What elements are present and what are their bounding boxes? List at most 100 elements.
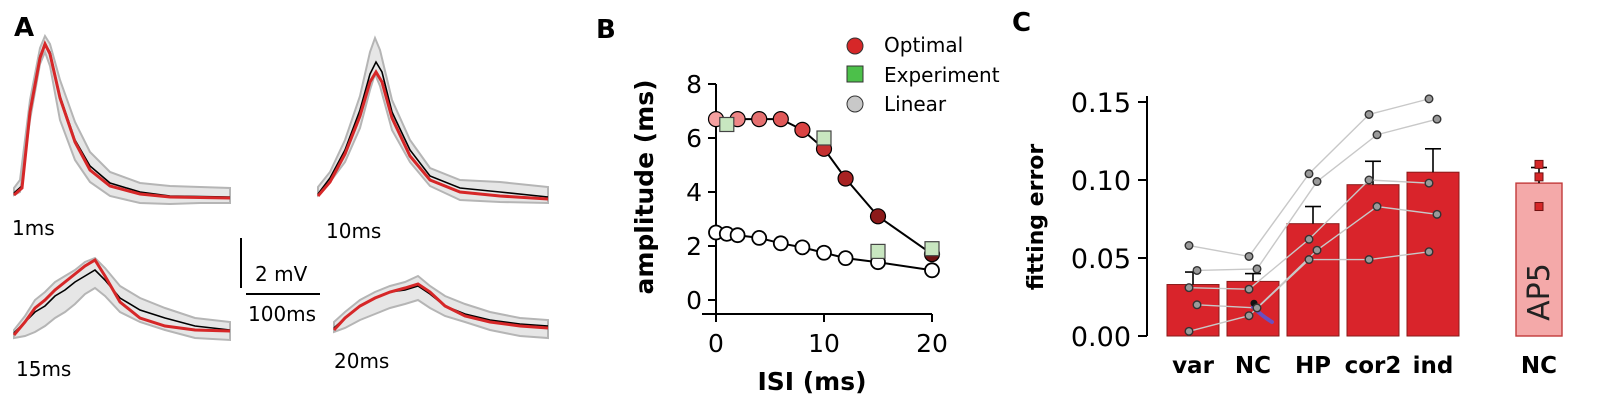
y-tick-label: 0 <box>686 286 702 315</box>
point-experiment <box>924 241 940 257</box>
paired-line <box>1316 134 1378 183</box>
point-linear <box>751 229 768 246</box>
paired-line <box>1308 113 1370 175</box>
y-tick-label: 0.10 <box>1071 166 1131 197</box>
category-label-ap5-nc: NC <box>1521 353 1557 379</box>
y-tick-label: 8 <box>686 70 702 99</box>
data-point <box>1312 177 1322 187</box>
data-point <box>1372 202 1382 212</box>
panel-b-axes: 0 2 4 6 8 0 10 20 <box>686 70 948 358</box>
panel-b-legend: Optimal Experiment Linear <box>846 33 1000 116</box>
point-linear <box>772 235 789 252</box>
paired-line <box>1188 244 1250 258</box>
trace-fit <box>316 69 549 201</box>
paired-line <box>1376 205 1438 216</box>
trace-15ms: 15ms <box>12 256 231 381</box>
paired-line <box>1248 173 1310 257</box>
paired-line <box>1256 181 1318 270</box>
ap5-label: AP5 <box>1522 263 1557 321</box>
legend-marker-optimal <box>846 37 864 55</box>
trace-mean <box>13 268 231 334</box>
paired-line <box>1368 251 1430 261</box>
data-point <box>1244 284 1254 294</box>
data-point <box>1252 303 1262 313</box>
data-point <box>1424 94 1434 104</box>
bar-HP <box>1286 223 1340 337</box>
trace-label-20ms: 20ms <box>334 349 389 373</box>
category-label-HP: HP <box>1295 353 1331 379</box>
y-tick-label: 0.15 <box>1071 88 1131 119</box>
data-point <box>1424 178 1434 188</box>
y-tick-label: 4 <box>686 178 702 207</box>
data-point <box>1252 264 1262 274</box>
y-tick-label: 2 <box>686 232 702 261</box>
panel-b-ylabel: amplitude (ms) <box>630 79 659 294</box>
data-point <box>1184 241 1194 251</box>
bar-var <box>1166 284 1220 337</box>
data-point <box>1364 175 1374 185</box>
y-tick-label: 6 <box>686 124 702 153</box>
trace-band <box>13 33 231 206</box>
category-label-var: var <box>1172 353 1215 379</box>
trace-label-1ms: 1ms <box>12 216 55 240</box>
trace-band <box>333 274 549 340</box>
category-label-cor2: cor2 <box>1345 353 1402 379</box>
data-point <box>1192 300 1202 310</box>
paired-line <box>1368 179 1430 184</box>
point-optimal <box>751 110 768 128</box>
point-experiment <box>719 116 735 133</box>
data-point <box>1244 251 1254 261</box>
point-linear <box>837 250 854 267</box>
point-experiment <box>816 130 832 146</box>
legend-marker-linear <box>846 95 864 113</box>
x-tick-label: 20 <box>916 329 948 358</box>
trace-fit <box>332 282 549 332</box>
point-linear <box>729 227 746 244</box>
data-point <box>1184 326 1194 336</box>
point-linear <box>924 262 940 279</box>
data-point-ap5 <box>1534 202 1544 212</box>
data-point <box>1432 114 1442 124</box>
trace-label-10ms: 10ms <box>326 219 381 243</box>
paired-line <box>1376 118 1438 136</box>
point-optimal <box>869 208 887 225</box>
panel-c-marks: var NC HP cor2 ind AP5 NC <box>1166 94 1563 379</box>
y-tick-label: 0.05 <box>1071 244 1131 275</box>
data-point-ap5 <box>1534 159 1544 169</box>
panel-c-ylabel: fitting error <box>1024 144 1049 291</box>
data-point <box>1192 265 1202 275</box>
point-experiment <box>870 243 886 259</box>
data-point <box>1304 234 1314 244</box>
paired-line <box>1308 179 1370 240</box>
panel-c-chart: 0.00 0.05 0.10 0.15 var NC HP cor2 ind AP5 NC fit… <box>1024 88 1563 379</box>
paired-line <box>1196 304 1258 309</box>
legend-label-linear: Linear <box>884 92 947 116</box>
y-tick-label: 0.00 <box>1071 322 1131 353</box>
point-linear <box>794 239 811 256</box>
legend-label-optimal: Optimal <box>884 33 963 57</box>
point-optimal <box>772 110 789 128</box>
scale-bar: 2 mV 100ms <box>240 238 320 326</box>
trace-10ms: 10ms <box>316 35 549 243</box>
category-label-NC: NC <box>1235 353 1271 379</box>
trace-fit <box>12 257 231 336</box>
data-point <box>1432 209 1442 219</box>
panel-letter-b: B <box>596 15 616 45</box>
x-tick-label: 10 <box>808 329 840 358</box>
panel-a-voltage-traces: 1ms 10ms 15ms 20ms 2 mV 100ms <box>12 33 549 381</box>
trace-label-15ms: 15ms <box>16 357 71 381</box>
panel-b-chart: 0 2 4 6 8 0 10 20 ISI (ms) amplitude (ms) Optim… <box>630 33 1000 396</box>
trace-band <box>317 35 549 205</box>
trace-fit <box>13 40 231 200</box>
data-point-ap5 <box>1534 172 1544 182</box>
paired-line <box>1248 238 1310 290</box>
paired-line <box>1188 315 1250 332</box>
data-point <box>1304 169 1314 179</box>
panel-b-marks <box>707 110 941 279</box>
data-point <box>1372 130 1382 140</box>
paired-line <box>1316 205 1378 251</box>
trace-1ms: 1ms <box>12 33 231 240</box>
panel-letter-a: A <box>14 13 34 43</box>
point-optimal <box>794 121 811 138</box>
